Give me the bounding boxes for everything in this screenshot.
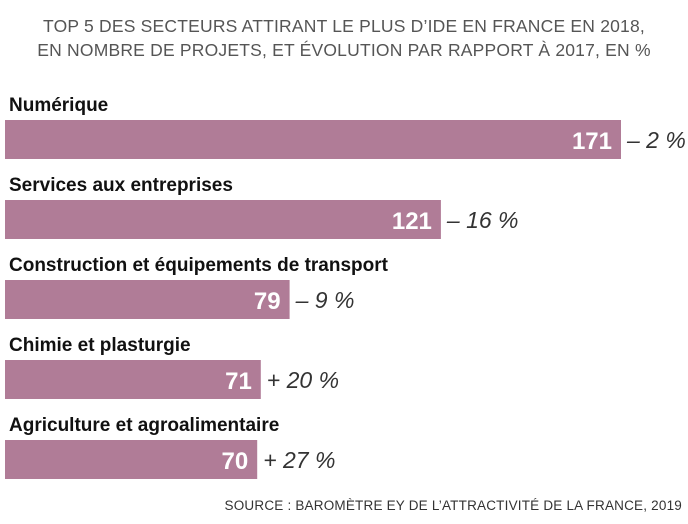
value-label: 121 <box>392 208 432 235</box>
change-label: + 27 % <box>263 447 335 473</box>
category-label: Chimie et plasturgie <box>9 335 191 356</box>
bar <box>5 440 258 479</box>
value-label: 71 <box>225 368 252 395</box>
bar <box>5 120 621 159</box>
value-label: 79 <box>254 288 281 315</box>
chart-title-line-2: EN NOMBRE DE PROJETS, ET ÉVOLUTION PAR R… <box>37 40 651 60</box>
change-label: – 16 % <box>446 207 519 233</box>
category-label: Construction et équipements de transport <box>9 255 389 276</box>
bar <box>5 280 290 319</box>
change-label: + 20 % <box>267 367 339 393</box>
category-label: Agriculture et agroalimentaire <box>9 415 279 436</box>
category-label: Services aux entreprises <box>9 175 233 196</box>
category-label: Numérique <box>9 95 108 116</box>
source-note: SOURCE : BAROMÈTRE EY DE L’ATTRACTIVITÉ … <box>224 498 682 513</box>
change-label: – 9 % <box>295 287 355 313</box>
value-label: 171 <box>572 128 612 155</box>
bar <box>5 360 261 399</box>
change-label: – 2 % <box>626 127 686 153</box>
value-label: 70 <box>221 448 248 475</box>
chart-title-line-1: TOP 5 DES SECTEURS ATTIRANT LE PLUS D’ID… <box>43 16 645 36</box>
chart-title: TOP 5 DES SECTEURS ATTIRANT LE PLUS D’ID… <box>0 14 688 62</box>
bar <box>5 200 441 239</box>
